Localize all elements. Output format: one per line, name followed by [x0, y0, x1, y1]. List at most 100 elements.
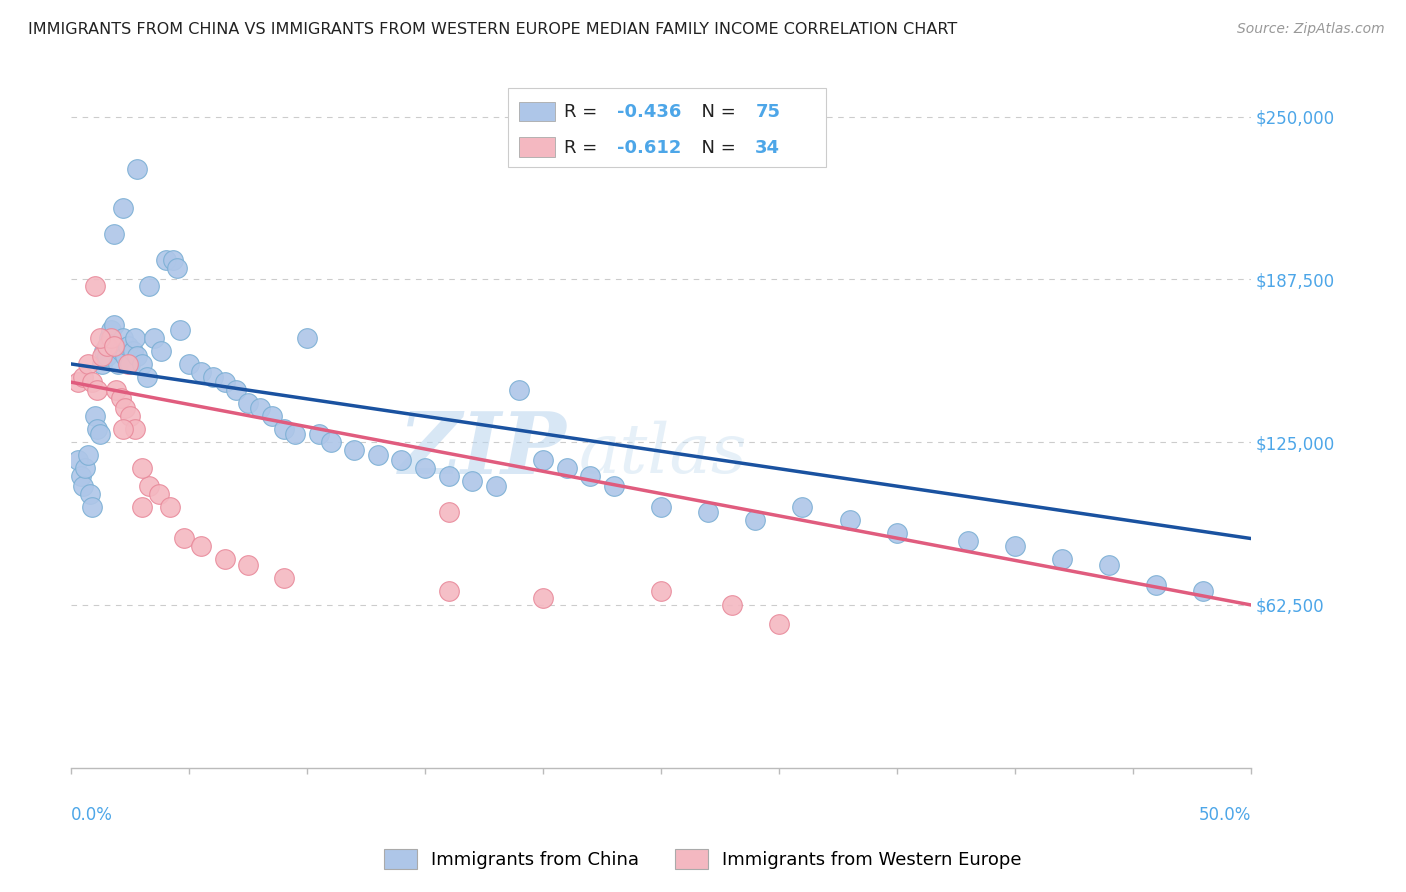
- Point: [367, 448, 389, 462]
- Text: ZIP: ZIP: [399, 409, 567, 491]
- Point: [112, 201, 135, 215]
- Point: [96, 339, 118, 353]
- Point: [201, 370, 224, 384]
- Point: [67, 453, 90, 467]
- Point: [308, 427, 330, 442]
- Text: 0.0%: 0.0%: [72, 805, 112, 823]
- Text: atlas: atlas: [578, 420, 747, 487]
- Point: [120, 357, 142, 371]
- Y-axis label: Median Family Income: Median Family Income: [0, 330, 8, 516]
- Point: [138, 479, 160, 493]
- Point: [159, 500, 181, 515]
- Point: [110, 391, 132, 405]
- Point: [148, 487, 170, 501]
- Point: [105, 339, 128, 353]
- Point: [190, 539, 212, 553]
- Point: [67, 375, 90, 389]
- Point: [295, 331, 318, 345]
- Point: [124, 422, 146, 436]
- Point: [1192, 583, 1215, 598]
- Point: [343, 442, 366, 457]
- Point: [117, 357, 139, 371]
- Point: [169, 323, 191, 337]
- Point: [1098, 558, 1121, 572]
- Point: [93, 343, 115, 358]
- Point: [76, 448, 98, 462]
- Point: [214, 375, 236, 389]
- Text: R =: R =: [564, 103, 603, 121]
- Point: [135, 370, 157, 384]
- Point: [90, 349, 112, 363]
- Point: [82, 500, 104, 515]
- FancyBboxPatch shape: [519, 102, 555, 121]
- Text: 50.0%: 50.0%: [1198, 805, 1251, 823]
- Text: Source: ZipAtlas.com: Source: ZipAtlas.com: [1237, 22, 1385, 37]
- Point: [86, 422, 108, 436]
- Point: [1004, 539, 1026, 553]
- Point: [249, 401, 271, 416]
- Point: [103, 318, 125, 332]
- Point: [105, 383, 128, 397]
- Point: [273, 570, 295, 584]
- Text: -0.436: -0.436: [617, 103, 682, 121]
- Point: [956, 534, 979, 549]
- Point: [319, 435, 342, 450]
- Point: [437, 469, 460, 483]
- Point: [720, 598, 742, 612]
- Point: [531, 591, 554, 606]
- Point: [508, 383, 530, 397]
- Point: [131, 357, 153, 371]
- Point: [131, 461, 153, 475]
- Point: [461, 474, 484, 488]
- Point: [127, 349, 149, 363]
- Point: [107, 357, 129, 371]
- Point: [72, 479, 94, 493]
- Point: [114, 349, 136, 363]
- Point: [650, 500, 672, 515]
- Point: [100, 331, 122, 345]
- Point: [83, 278, 105, 293]
- Point: [413, 461, 436, 475]
- Point: [1050, 552, 1073, 566]
- Text: 34: 34: [755, 139, 780, 157]
- Point: [110, 343, 132, 358]
- Legend: Immigrants from China, Immigrants from Western Europe: Immigrants from China, Immigrants from W…: [375, 839, 1031, 879]
- Point: [260, 409, 283, 423]
- Point: [149, 343, 172, 358]
- Point: [127, 161, 149, 176]
- Point: [96, 349, 118, 363]
- Text: 75: 75: [755, 103, 780, 121]
- Point: [236, 396, 259, 410]
- Point: [89, 331, 111, 345]
- Point: [112, 331, 135, 345]
- Point: [162, 252, 184, 267]
- Text: IMMIGRANTS FROM CHINA VS IMMIGRANTS FROM WESTERN EUROPE MEDIAN FAMILY INCOME COR: IMMIGRANTS FROM CHINA VS IMMIGRANTS FROM…: [28, 22, 957, 37]
- Point: [120, 409, 142, 423]
- Point: [114, 401, 136, 416]
- Point: [79, 487, 101, 501]
- Point: [98, 331, 121, 345]
- Point: [103, 339, 125, 353]
- Text: N =: N =: [690, 103, 742, 121]
- Point: [273, 422, 295, 436]
- Point: [121, 343, 143, 358]
- Point: [75, 461, 97, 475]
- Point: [124, 331, 146, 345]
- Point: [886, 526, 908, 541]
- Point: [117, 339, 139, 353]
- Point: [214, 552, 236, 566]
- Point: [179, 357, 201, 371]
- Point: [76, 357, 98, 371]
- Point: [190, 365, 212, 379]
- Text: -0.612: -0.612: [617, 139, 682, 157]
- Point: [391, 453, 413, 467]
- Point: [437, 583, 460, 598]
- Point: [650, 583, 672, 598]
- Point: [131, 500, 153, 515]
- Point: [72, 370, 94, 384]
- Point: [86, 383, 108, 397]
- Point: [155, 252, 177, 267]
- Point: [69, 469, 91, 483]
- Point: [697, 505, 720, 519]
- Point: [236, 558, 259, 572]
